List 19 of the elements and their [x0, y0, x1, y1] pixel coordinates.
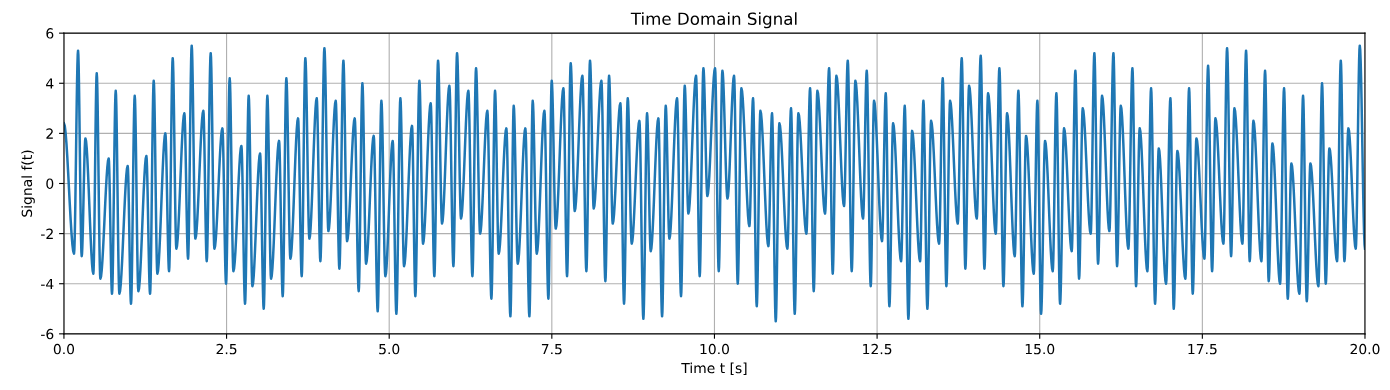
y-tick-label: 0 — [46, 178, 54, 189]
x-tick-label: 2.5 — [216, 343, 237, 355]
x-tick-label: 10.0 — [700, 343, 729, 355]
y-tick-label: 2 — [46, 128, 53, 139]
x-tick-label: 12.5 — [863, 343, 892, 355]
x-axis-title: Time t [s] — [681, 362, 747, 375]
x-tick-label: 15.0 — [1025, 343, 1055, 355]
y-tick-label: -6 — [41, 328, 54, 340]
y-axis-title: Signal f(t) — [21, 150, 35, 217]
x-tick-label: 7.5 — [541, 343, 562, 355]
x-tick-label: 20.0 — [1350, 343, 1380, 355]
x-tick-label: 17.5 — [1188, 343, 1217, 355]
y-tick-label: -2 — [41, 228, 53, 239]
y-tick-label: 4 — [46, 78, 54, 89]
y-tick-label: 6 — [46, 28, 54, 39]
x-tick-label: 5.0 — [379, 343, 400, 355]
x-tick-label: 0.0 — [53, 343, 75, 355]
y-tick-label: -4 — [41, 278, 54, 289]
chart-title: Time Domain Signal — [630, 12, 797, 29]
